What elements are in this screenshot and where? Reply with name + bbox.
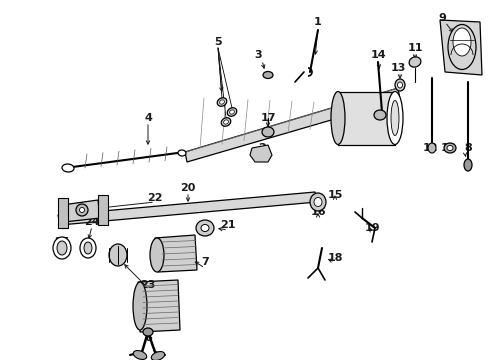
Ellipse shape [221,118,231,126]
Text: 7: 7 [201,257,209,267]
Polygon shape [440,20,482,75]
Ellipse shape [80,238,96,258]
Text: 3: 3 [254,50,262,60]
Text: 19: 19 [364,223,380,233]
Ellipse shape [230,110,234,114]
Text: 18: 18 [327,253,343,263]
Ellipse shape [310,193,326,211]
Ellipse shape [464,159,472,171]
Text: 21: 21 [220,220,236,230]
Ellipse shape [62,164,74,172]
Ellipse shape [133,282,147,330]
Text: 8: 8 [464,143,472,153]
Text: 13: 13 [391,63,406,73]
Text: 9: 9 [438,13,446,23]
Text: 11: 11 [407,43,423,53]
Ellipse shape [79,207,84,212]
Polygon shape [155,235,197,272]
Ellipse shape [84,242,92,254]
Text: 17: 17 [260,113,276,123]
Text: 14: 14 [370,50,386,60]
Text: 12: 12 [422,143,438,153]
Text: 5: 5 [214,37,222,47]
Ellipse shape [262,127,274,137]
Polygon shape [338,92,395,145]
Ellipse shape [201,225,209,231]
Text: 25: 25 [54,237,70,247]
Polygon shape [98,195,108,225]
Text: 10: 10 [441,143,456,153]
Ellipse shape [227,108,237,116]
Ellipse shape [150,238,164,272]
Ellipse shape [448,24,476,69]
Ellipse shape [178,150,186,156]
Ellipse shape [387,91,403,144]
Ellipse shape [109,244,127,266]
Ellipse shape [57,241,67,255]
Polygon shape [138,280,180,332]
Text: 1: 1 [314,17,322,27]
Ellipse shape [151,352,165,360]
Text: 20: 20 [180,183,196,193]
Ellipse shape [76,204,88,216]
Polygon shape [185,88,400,162]
Text: 16: 16 [310,207,326,217]
Ellipse shape [453,28,471,56]
Ellipse shape [263,72,273,78]
Ellipse shape [143,328,153,336]
Text: 24: 24 [84,217,100,227]
Ellipse shape [397,82,402,88]
Text: 6: 6 [144,333,152,343]
Text: 22: 22 [147,193,163,203]
Ellipse shape [314,198,322,207]
Ellipse shape [374,110,386,120]
Ellipse shape [331,91,345,144]
Text: 23: 23 [140,280,156,290]
Polygon shape [58,198,68,228]
Ellipse shape [223,120,228,124]
Ellipse shape [133,351,147,359]
Ellipse shape [217,98,227,106]
Ellipse shape [391,100,399,135]
Text: 4: 4 [144,113,152,123]
Text: 2: 2 [258,143,266,153]
Polygon shape [250,145,272,162]
Polygon shape [58,192,317,225]
Ellipse shape [428,143,436,153]
Ellipse shape [395,79,405,91]
Polygon shape [62,200,100,222]
Ellipse shape [409,57,421,67]
Ellipse shape [220,100,224,104]
Ellipse shape [444,143,456,153]
Ellipse shape [53,237,71,259]
Text: 15: 15 [327,190,343,200]
Ellipse shape [196,220,214,236]
Ellipse shape [447,145,453,150]
